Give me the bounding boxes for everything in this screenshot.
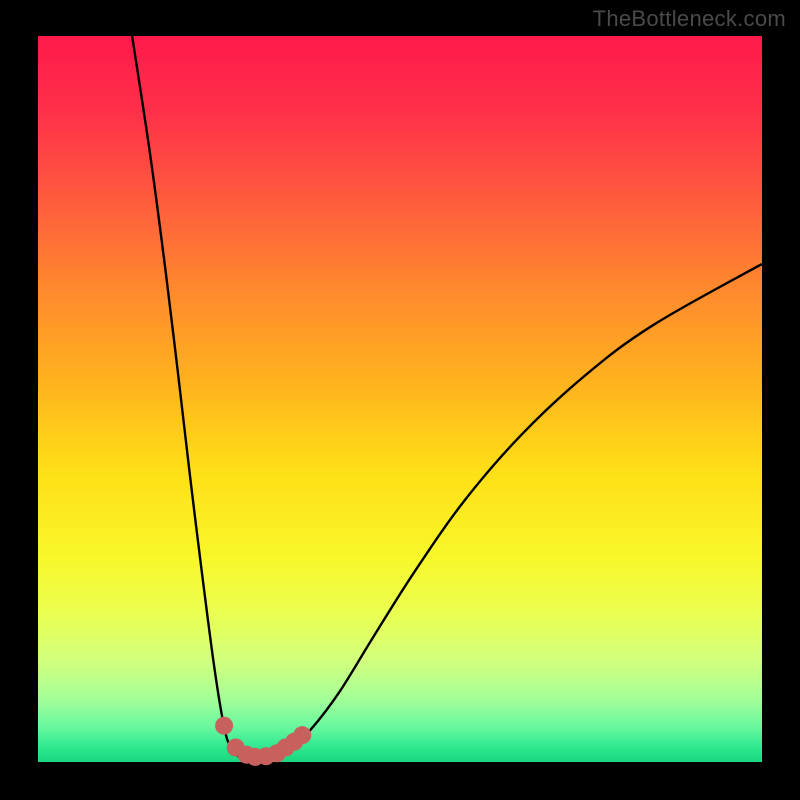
bottleneck-chart bbox=[38, 36, 762, 762]
watermark-text: TheBottleneck.com bbox=[593, 6, 786, 32]
curve-marker bbox=[215, 717, 233, 735]
chart-curve-layer bbox=[38, 36, 762, 762]
bottleneck-curve bbox=[132, 36, 762, 762]
curve-marker bbox=[293, 726, 311, 744]
